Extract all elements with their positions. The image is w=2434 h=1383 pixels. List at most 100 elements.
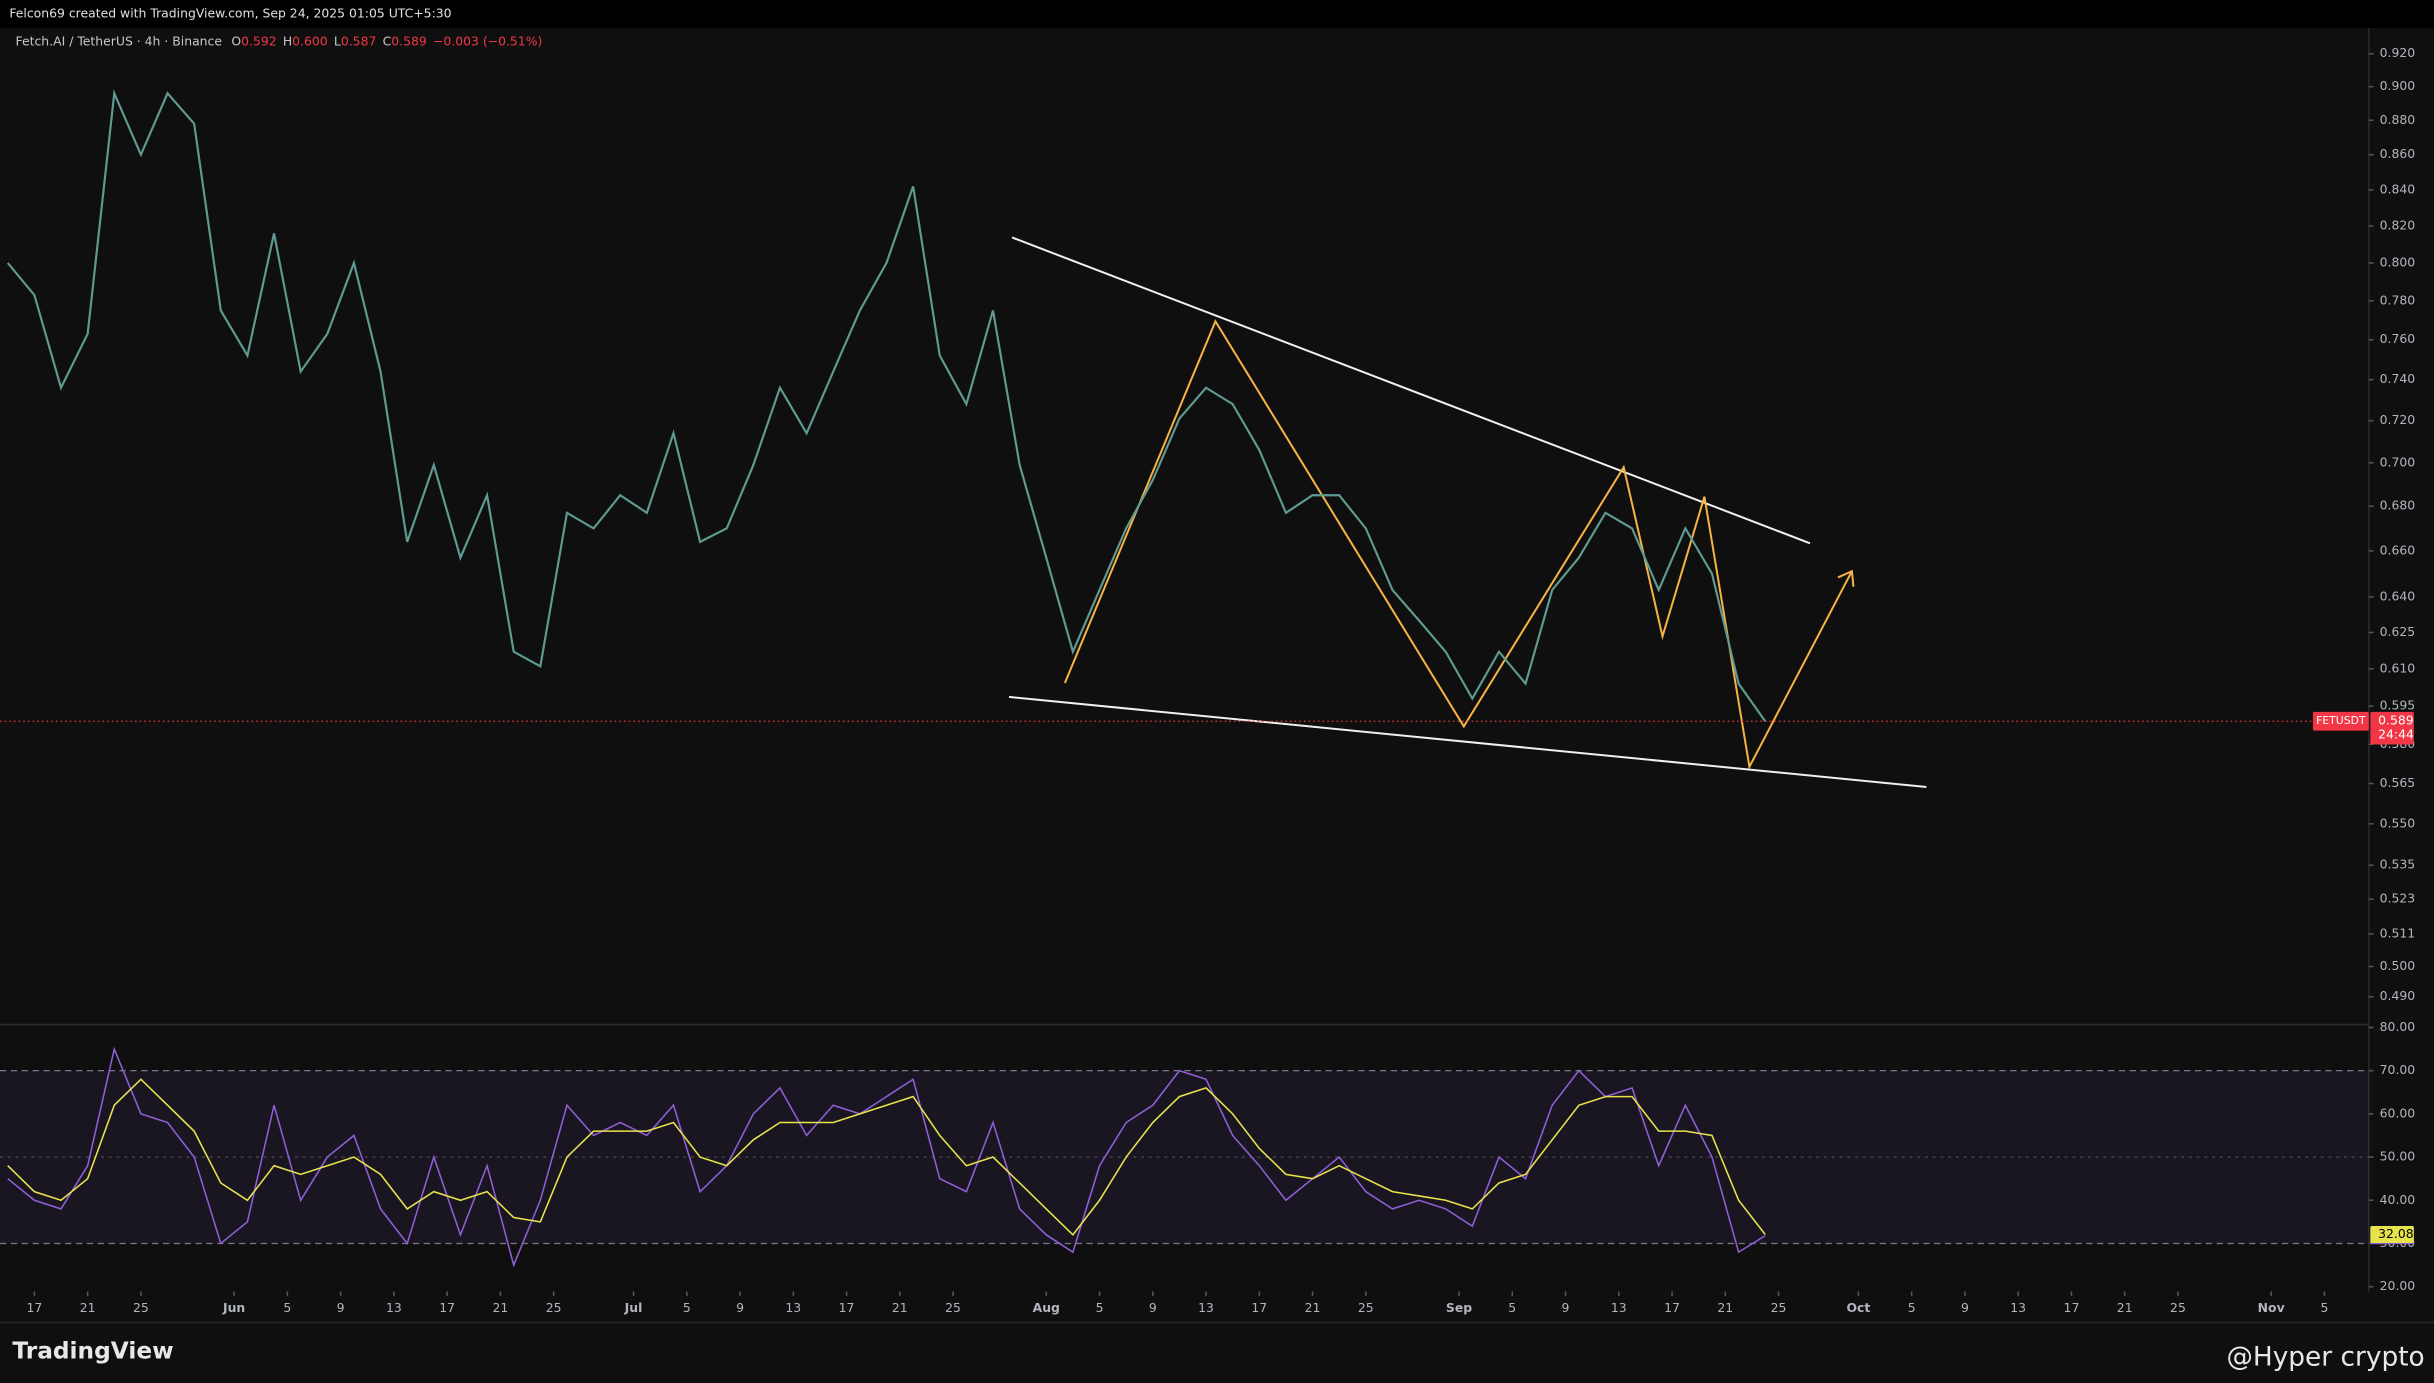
y-tick-label: 0.565: [2380, 775, 2416, 790]
x-tick-label: 17: [2064, 1300, 2080, 1315]
x-tick-label: 25: [133, 1300, 149, 1315]
x-tick-label: 25: [2170, 1300, 2186, 1315]
x-tick-label: 25: [1771, 1300, 1787, 1315]
x-tick-label: 9: [1562, 1300, 1570, 1315]
y-tick-label: 0.550: [2380, 815, 2416, 830]
x-tick-label: Jun: [222, 1300, 245, 1315]
x-tick-label: 13: [386, 1300, 402, 1315]
x-tick-label: 13: [785, 1300, 801, 1315]
x-tick-label: 5: [1096, 1300, 1104, 1315]
x-tick-label: 17: [439, 1300, 455, 1315]
watermark: @Hyper crypto: [2226, 1343, 2424, 1373]
credit: Felcon69 created with TradingView.com, S…: [9, 5, 451, 20]
y-tick-label: 0.920: [2380, 45, 2416, 60]
x-tick-label: 21: [1305, 1300, 1321, 1315]
upper-trendline: [1011, 236, 1811, 545]
y-tick-label: 0.820: [2380, 217, 2416, 232]
y-tick-label: 0.523: [2380, 891, 2416, 906]
y-tick-label: 0.720: [2380, 412, 2416, 427]
x-tick-label: 21: [80, 1300, 96, 1315]
y-tick-label: 60.00: [2380, 1105, 2416, 1120]
series-line: [6, 89, 1767, 722]
y-tick-label: 50.00: [2380, 1149, 2416, 1164]
x-tick-label: 13: [1198, 1300, 1214, 1315]
y-tick-label: 0.490: [2380, 988, 2416, 1003]
top-bar: [0, 0, 2434, 28]
y-tick-label: 0.680: [2380, 498, 2416, 513]
y-tick-label: 20.00: [2380, 1278, 2416, 1293]
ohlc-label: C: [383, 33, 392, 48]
y-tick-label: 0.610: [2380, 660, 2416, 675]
x-tick-label: Sep: [1446, 1300, 1472, 1315]
symbol-tag-box: [2312, 711, 2369, 731]
x-tick-label: 9: [1961, 1300, 1969, 1315]
x-tick-label: 9: [736, 1300, 744, 1315]
y-tick-label: 0.900: [2380, 78, 2416, 93]
y-tick-label: 0.640: [2380, 588, 2416, 603]
ohlc-value: 0.600: [292, 33, 328, 48]
x-tick-label: 25: [546, 1300, 562, 1315]
change: −0.003 (−0.51%): [433, 33, 542, 48]
x-tick-label: Jul: [624, 1300, 643, 1315]
y-tick-label: 0.500: [2380, 958, 2416, 973]
x-tick-label: 21: [492, 1300, 508, 1315]
x-tick-label: 13: [2010, 1300, 2026, 1315]
y-tick-label: 0.800: [2380, 254, 2416, 269]
symbol-tag: FETUSDT: [2316, 714, 2366, 727]
ohlc-value: 0.592: [241, 33, 277, 48]
trendlines: [1008, 236, 1927, 788]
x-tick-label: 5: [1508, 1300, 1516, 1315]
x-tick-label: 5: [1908, 1300, 1916, 1315]
symbol-legend: Fetch.AI / TetherUS · 4h · Binance: [16, 33, 222, 48]
series-line: [7, 1046, 1766, 1268]
y-tick-label: 40.00: [2380, 1192, 2416, 1207]
x-tick-label: 17: [1251, 1300, 1267, 1315]
x-tick-label: 21: [2117, 1300, 2133, 1315]
y-tick-label: 0.860: [2380, 146, 2416, 161]
x-tick-label: 17: [1664, 1300, 1680, 1315]
ohlc-value: 0.589: [391, 33, 427, 48]
y-tick-label: 0.660: [2380, 542, 2416, 557]
countdown: 24:44: [2378, 727, 2414, 742]
x-tick-label: Nov: [2258, 1300, 2285, 1315]
ohlc-label: H: [283, 33, 292, 48]
arrow-head: [1837, 569, 1855, 587]
price-tag-box: [2370, 711, 2414, 745]
ohlc-label: O: [231, 33, 241, 48]
x-tick-label: 13: [1611, 1300, 1627, 1315]
x-tick-label: Aug: [1033, 1300, 1060, 1315]
x-tick-label: 21: [892, 1300, 908, 1315]
x-tick-label: 9: [1149, 1300, 1157, 1315]
ohlc-label: L: [334, 33, 341, 48]
x-tick-label: 17: [839, 1300, 855, 1315]
x-tick-label: 17: [26, 1300, 42, 1315]
y-tick-label: 0.840: [2380, 181, 2416, 196]
y-tick-label: 0.535: [2380, 857, 2416, 872]
y-tick-label: 70.00: [2380, 1062, 2416, 1077]
x-tick-label: 25: [1358, 1300, 1374, 1315]
y-tick-label: 0.780: [2380, 292, 2416, 307]
x-tick-label: 25: [945, 1300, 961, 1315]
x-tick-label: 5: [683, 1300, 691, 1315]
series-line: [7, 1078, 1766, 1236]
x-tick-label: Oct: [1847, 1300, 1871, 1315]
value-tag: 32.08: [2378, 1226, 2414, 1241]
x-tick-label: 5: [283, 1300, 291, 1315]
y-tick-label: 0.595: [2380, 698, 2416, 713]
y-tick-label: 0.700: [2380, 454, 2416, 469]
price-tag: 0.589: [2378, 713, 2414, 728]
y-tick-label: 0.740: [2380, 371, 2416, 386]
x-tick-label: 21: [1717, 1300, 1733, 1315]
y-tick-label: 80.00: [2380, 1019, 2416, 1034]
lower-trendline: [1008, 695, 1927, 788]
x-tick-label: 9: [337, 1300, 345, 1315]
ohlc-value: 0.587: [341, 33, 377, 48]
y-tick-label: 0.511: [2380, 925, 2416, 940]
x-tick-label: 5: [2320, 1300, 2328, 1315]
ohlc-legend: O 0.592 H 0.600 L 0.587 C 0.589: [231, 33, 427, 48]
y-tick-label: 0.625: [2380, 624, 2416, 639]
value-tag-box: [2370, 1225, 2414, 1244]
brand: TradingView: [12, 1337, 173, 1364]
